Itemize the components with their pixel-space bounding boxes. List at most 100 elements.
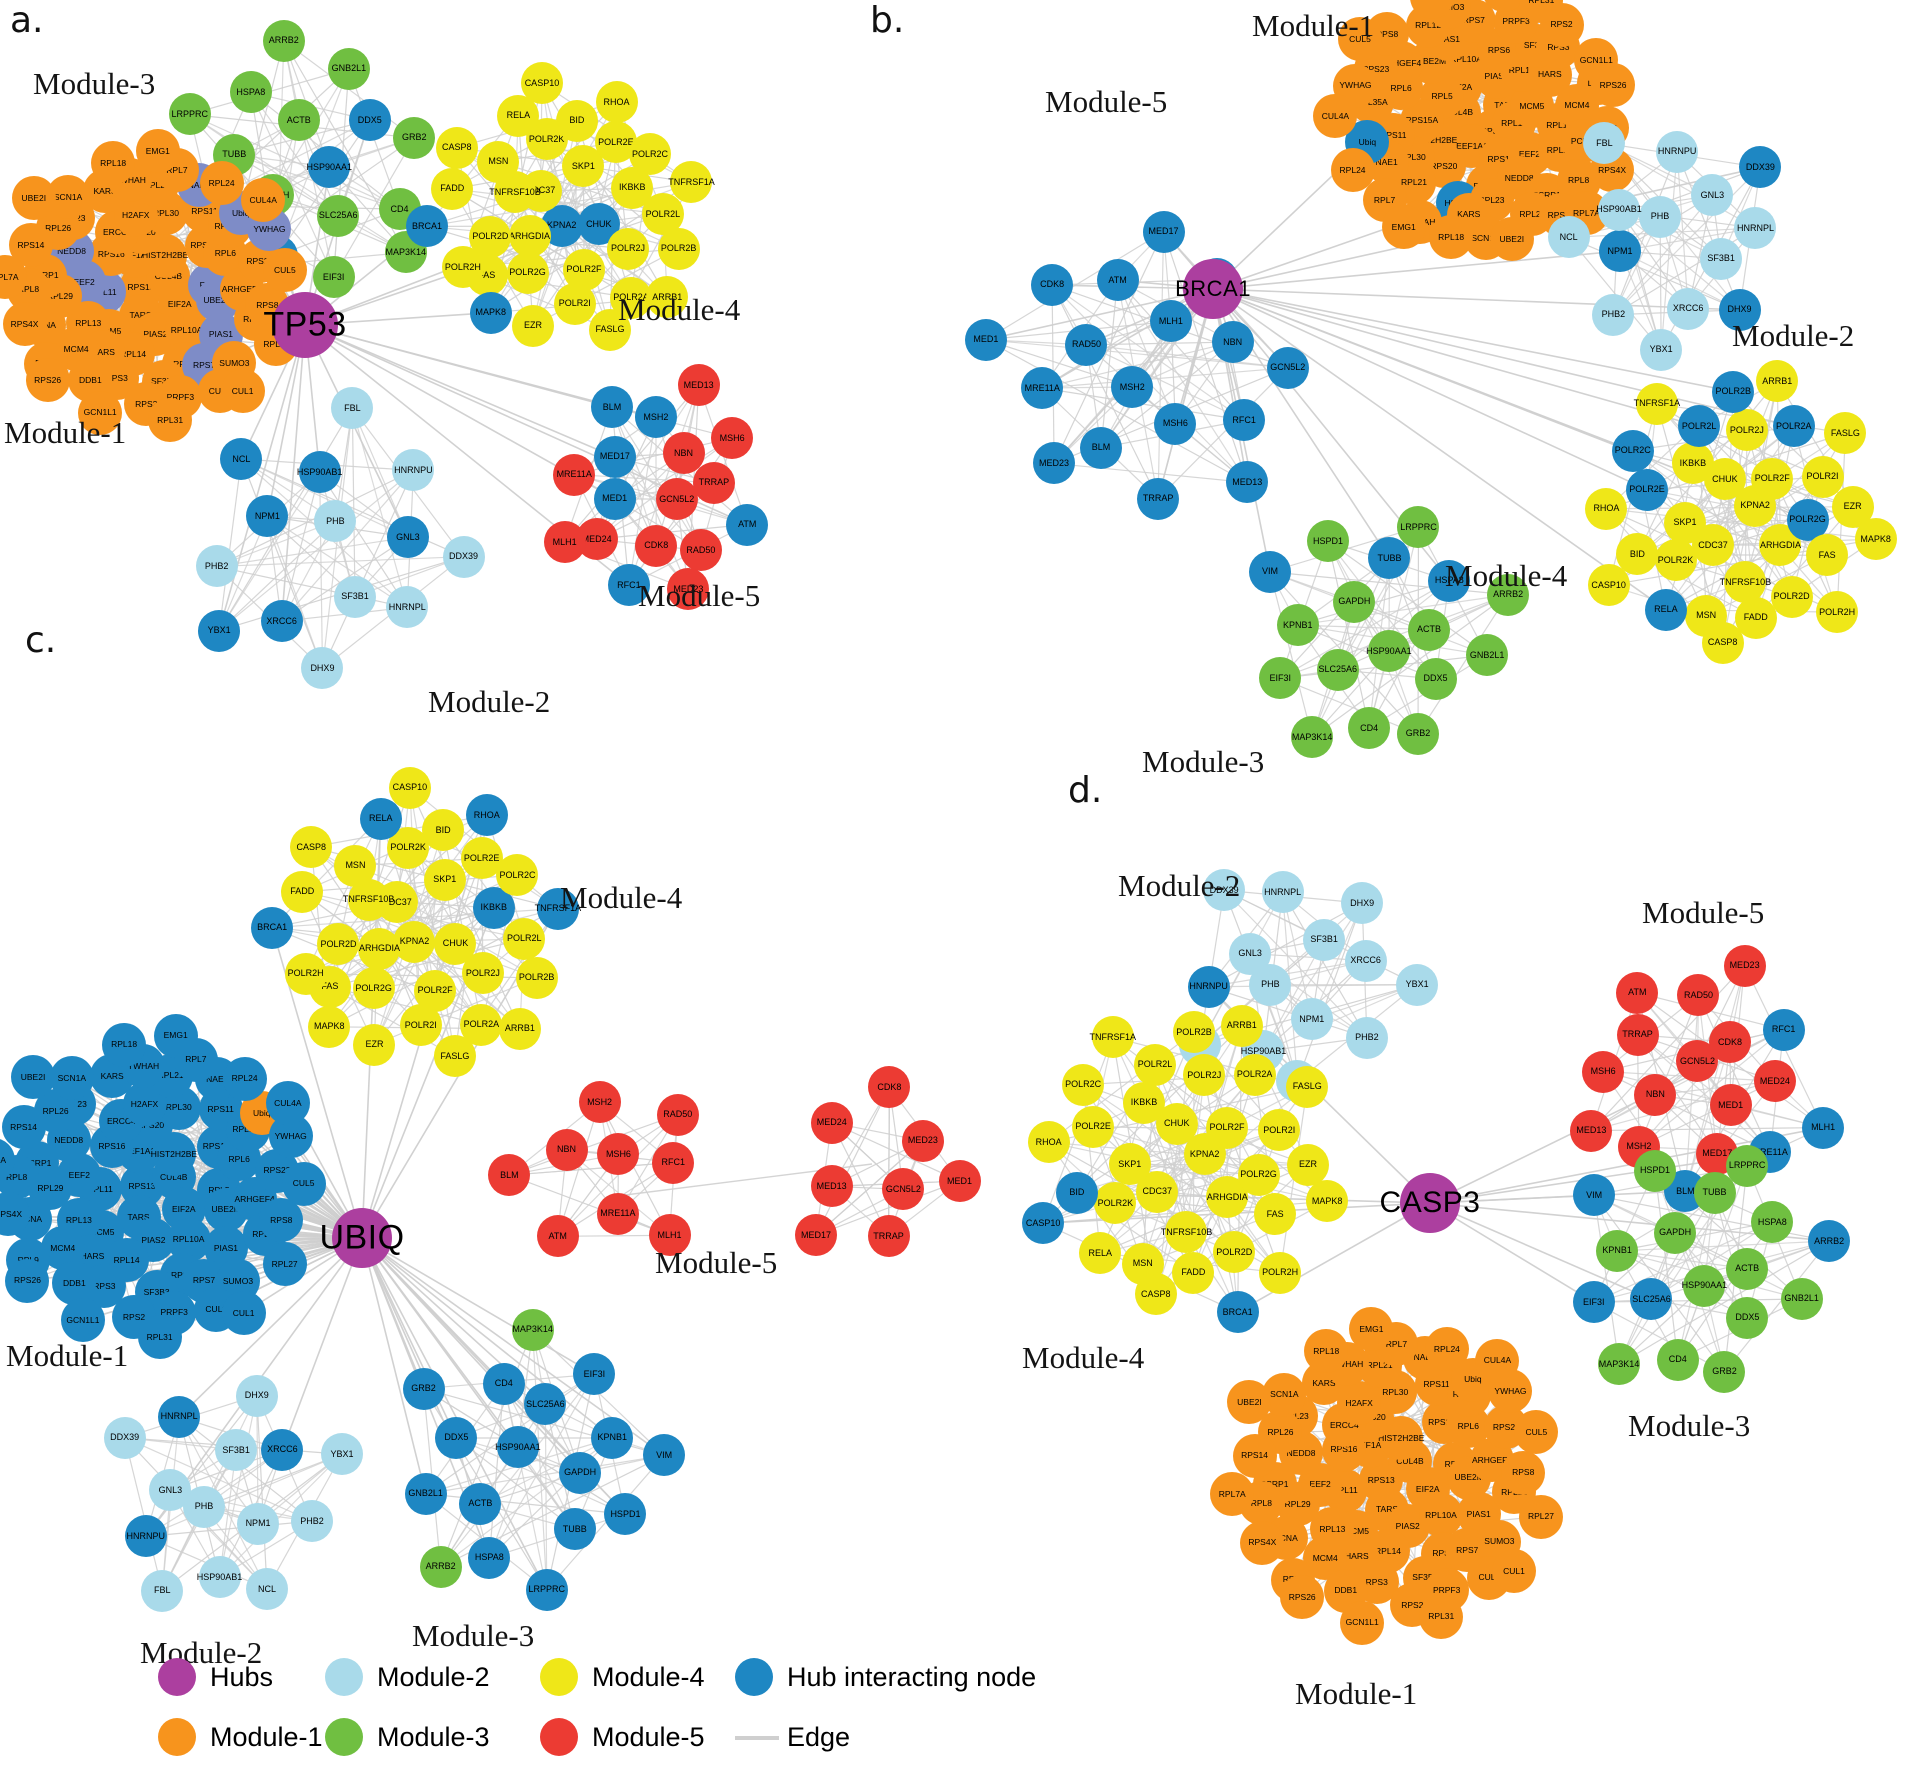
edge: [1774, 1080, 1824, 1129]
edge: [1311, 594, 1509, 738]
edge: [1660, 151, 1678, 350]
edge: [1568, 236, 1740, 311]
edge: [582, 166, 585, 270]
edge: [203, 1453, 343, 1508]
edge: [1043, 1202, 1431, 1224]
edge: [1744, 965, 1824, 1128]
edge: [1417, 594, 1509, 735]
edge: [1053, 231, 1165, 464]
edge: [1676, 151, 1741, 311]
edge: [1677, 1165, 1748, 1360]
edge: [361, 1237, 627, 1515]
edge: [1042, 367, 1288, 389]
edge: [1296, 902, 1363, 1082]
edge: [267, 515, 336, 522]
edge: [1311, 526, 1420, 738]
edge: [241, 458, 336, 522]
edge: [123, 1043, 363, 1239]
edge: [361, 1237, 427, 1494]
edge: [1684, 1042, 1731, 1192]
edge: [541, 82, 692, 183]
edge: [1051, 284, 1245, 421]
edge: [1617, 1250, 1748, 1270]
edge: [351, 408, 409, 538]
edge: [145, 1520, 313, 1538]
edge: [1208, 986, 1368, 1039]
edge: [218, 556, 464, 632]
edge: [1212, 288, 1795, 428]
edge: [1237, 1202, 1431, 1313]
edge: [281, 606, 408, 622]
edge: [1117, 279, 1245, 421]
edge: [304, 324, 321, 473]
edge: [1327, 540, 1488, 656]
edge: [322, 556, 464, 669]
edge: [1376, 1394, 1470, 1583]
edge: [1212, 141, 1368, 290]
edge: [425, 1493, 626, 1515]
edge: [1612, 209, 1620, 315]
edge: [509, 1114, 679, 1176]
edge: [1212, 288, 1450, 582]
edge: [573, 416, 657, 476]
edge: [1157, 231, 1165, 499]
edge: [266, 324, 306, 517]
edge: [617, 1114, 679, 1215]
edge: [509, 1161, 674, 1176]
edge: [1738, 167, 1761, 310]
edge: [503, 1383, 548, 1590]
edge: [1619, 250, 1662, 350]
edge: [887, 1087, 890, 1237]
edge: [304, 225, 428, 326]
edge: [1429, 1202, 1595, 1303]
edge: [440, 1373, 595, 1568]
edge: [1212, 288, 1734, 393]
edge: [1429, 1202, 1830, 1242]
edge: [1361, 903, 1368, 1038]
edge: [189, 113, 400, 210]
edge: [283, 40, 415, 139]
edge: [1654, 1170, 1679, 1360]
edge: [985, 339, 1288, 369]
edge: [617, 1162, 674, 1215]
edge: [1112, 1037, 1239, 1313]
edge: [1269, 571, 1313, 738]
edge: [145, 1395, 258, 1537]
edge: [280, 324, 306, 622]
edge: [1282, 892, 1368, 1038]
edge: [1212, 288, 1700, 428]
edge: [266, 1453, 343, 1590]
edge: [1722, 596, 1793, 644]
edge: [304, 324, 613, 408]
edge: [1687, 195, 1713, 309]
edge: [189, 113, 339, 217]
edge: [532, 1329, 548, 1590]
edge: [361, 1237, 576, 1530]
edge: [1042, 341, 1233, 389]
edge: [1327, 541, 1370, 729]
edge: [1676, 151, 1689, 309]
edge: [1730, 1104, 1824, 1129]
edge: [281, 472, 321, 622]
edge: [831, 1185, 904, 1190]
edge: [319, 472, 324, 669]
edge: [1638, 995, 1700, 1148]
edge: [1100, 341, 1234, 449]
edge: [351, 408, 356, 597]
edge: [218, 1395, 258, 1578]
edge: [1637, 1034, 1771, 1153]
edge: [124, 1437, 163, 1591]
edge: [1594, 1194, 1830, 1242]
edge: [218, 459, 243, 631]
edge: [1297, 594, 1509, 626]
edge: [1602, 1071, 1771, 1153]
edge: [985, 288, 1214, 341]
edge: [1100, 288, 1214, 449]
edge: [333, 137, 415, 278]
edge: [1297, 624, 1488, 656]
edge: [1434, 580, 1450, 679]
edge: [1212, 288, 1808, 521]
edge: [304, 223, 600, 326]
